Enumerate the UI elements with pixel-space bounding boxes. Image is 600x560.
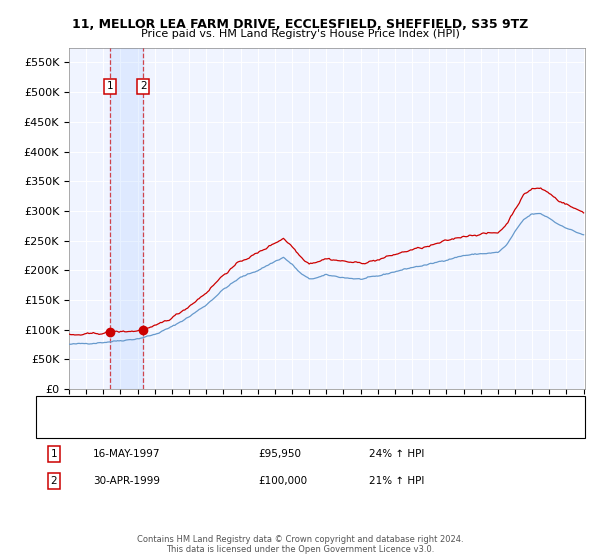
Text: 2: 2 [50,476,58,486]
Text: 2: 2 [140,81,146,91]
Text: 1: 1 [50,449,58,459]
Text: 11, MELLOR LEA FARM DRIVE, ECCLESFIELD, SHEFFIELD, S35 9TZ (detached house): 11, MELLOR LEA FARM DRIVE, ECCLESFIELD, … [78,404,487,414]
Text: 16-MAY-1997: 16-MAY-1997 [93,449,161,459]
Text: Contains HM Land Registry data © Crown copyright and database right 2024.
This d: Contains HM Land Registry data © Crown c… [137,535,463,554]
Text: Price paid vs. HM Land Registry's House Price Index (HPI): Price paid vs. HM Land Registry's House … [140,29,460,39]
Text: 30-APR-1999: 30-APR-1999 [93,476,160,486]
Text: 11, MELLOR LEA FARM DRIVE, ECCLESFIELD, SHEFFIELD, S35 9TZ: 11, MELLOR LEA FARM DRIVE, ECCLESFIELD, … [72,18,528,31]
Bar [110,48,143,389]
Text: HPI: Average price, detached house, Sheffield: HPI: Average price, detached house, Shef… [78,422,302,432]
Text: 21% ↑ HPI: 21% ↑ HPI [369,476,424,486]
Text: 1: 1 [106,81,113,91]
Text: £95,950: £95,950 [258,449,301,459]
Text: 24% ↑ HPI: 24% ↑ HPI [369,449,424,459]
Text: £100,000: £100,000 [258,476,307,486]
